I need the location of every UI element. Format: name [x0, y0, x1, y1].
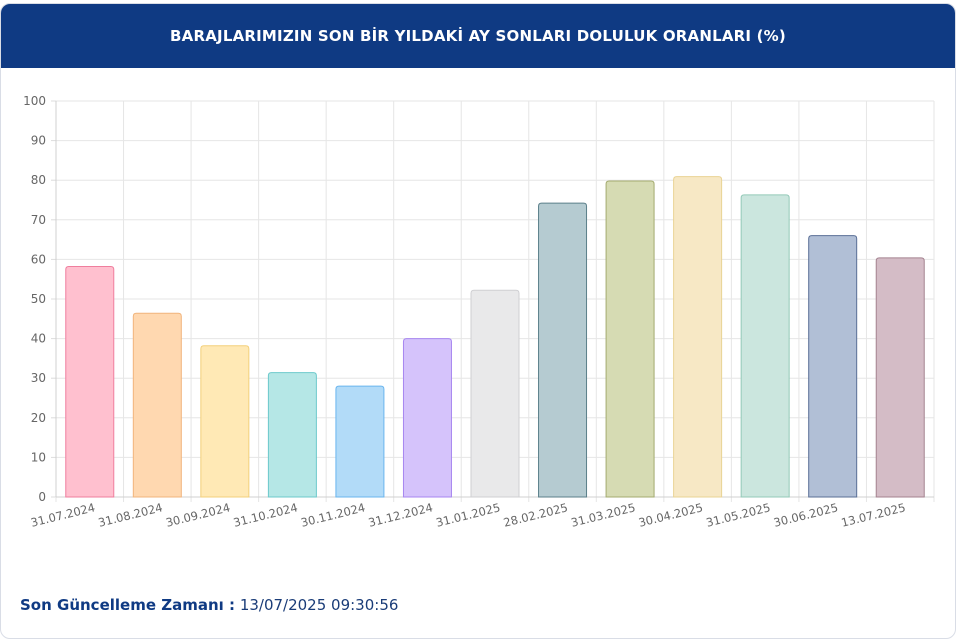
bar	[808, 235, 858, 498]
y-tick-label: 80	[31, 173, 46, 187]
bar	[200, 345, 250, 498]
y-tick-label: 0	[38, 490, 46, 504]
x-tick-label: 31.12.2024	[367, 500, 434, 530]
bar-chart: 0 10 20 30 40 50 60 70 80 90 100 31.07.2024 31.08.20…	[23, 94, 935, 530]
y-tick-label: 60	[31, 252, 46, 266]
y-tick-label: 50	[31, 292, 46, 306]
y-tick-label: 30	[31, 371, 46, 385]
bar	[402, 338, 452, 498]
bar	[740, 194, 790, 498]
y-tick-label: 20	[31, 411, 46, 425]
y-tick-label: 10	[31, 450, 46, 464]
chart-title: BARAJLARIMIZIN SON BİR YILDAKİ AY SONLAR…	[170, 27, 786, 45]
x-tick-label: 30.09.2024	[164, 500, 231, 530]
bar	[65, 266, 115, 498]
last-update-value: 13/07/2025 09:30:56	[239, 596, 399, 614]
bar	[267, 372, 317, 498]
bar	[673, 176, 723, 498]
x-tick-label: 31.07.2024	[29, 500, 96, 530]
x-tick-label: 30.06.2025	[772, 500, 839, 530]
x-tick-label: 30.11.2024	[299, 500, 366, 530]
x-tick-label: 31.03.2025	[570, 500, 637, 530]
y-tick-label: 100	[23, 94, 46, 108]
chart-header: BARAJLARIMIZIN SON BİR YILDAKİ AY SONLAR…	[1, 4, 955, 68]
x-tick-label: 28.02.2025	[502, 500, 569, 530]
x-tick-label: 30.04.2025	[637, 500, 704, 530]
x-tick-label: 31.08.2024	[97, 500, 164, 530]
bar	[875, 257, 925, 498]
x-tick-label: 31.05.2025	[705, 500, 772, 530]
y-tick-label: 90	[31, 134, 46, 148]
y-tick-label: 40	[31, 332, 46, 346]
last-update-label: Son Güncelleme Zamanı :	[20, 596, 236, 614]
chart-card: BARAJLARIMIZIN SON BİR YILDAKİ AY SONLAR…	[0, 3, 956, 639]
x-tick-label: 13.07.2025	[840, 500, 907, 530]
bar	[132, 312, 182, 498]
bar	[538, 202, 588, 498]
last-update: Son Güncelleme Zamanı : 13/07/2025 09:30…	[20, 596, 398, 614]
y-tick-label: 70	[31, 213, 46, 227]
bar	[335, 385, 385, 498]
bar	[605, 180, 655, 498]
bar	[470, 289, 520, 498]
x-tick-label: 31.10.2024	[232, 500, 299, 530]
x-tick-label: 31.01.2025	[434, 500, 501, 530]
